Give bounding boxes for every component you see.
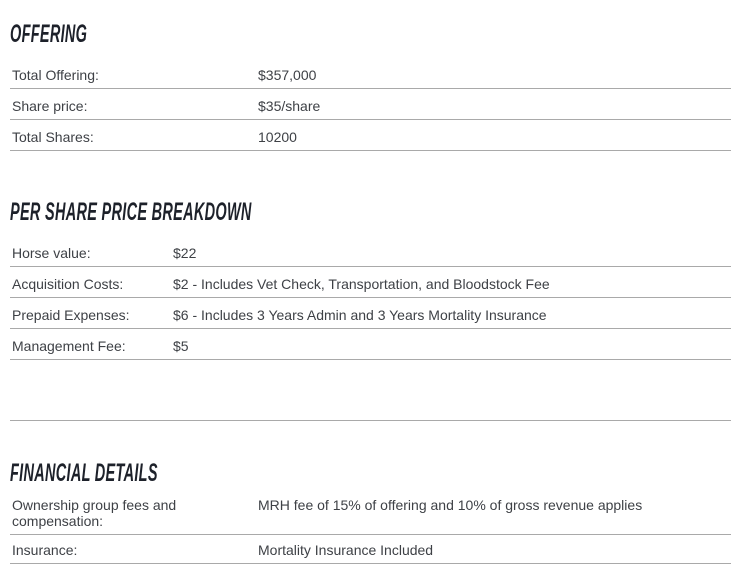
section-per-share-title-text: PER SHARE PRICE BREAKDOWN: [10, 198, 252, 226]
per-share-table: Horse value: $22 Acquisition Costs: $2 -…: [10, 236, 731, 421]
table-row: Insurance: Mortality Insurance Included: [10, 535, 731, 564]
row-value: $357,000: [258, 67, 317, 83]
section-per-share-title: PER SHARE PRICE BREAKDOWN: [10, 198, 731, 226]
row-value: $35/share: [258, 98, 321, 114]
section-financial-title: FINANCIAL DETAILS: [10, 459, 731, 487]
row-value: $2 - Includes Vet Check, Transportation,…: [173, 276, 550, 292]
table-row: Horse value: $22: [10, 236, 731, 267]
row-label: Insurance:: [12, 542, 78, 558]
row-label: Horse value:: [12, 245, 91, 261]
row-label: Share price:: [12, 98, 88, 114]
row-label: Ownership group fees and compensation:: [12, 497, 177, 529]
table-row: Prepaid Expenses: $6 - Includes 3 Years …: [10, 298, 731, 329]
table-row: Management Fee: $5: [10, 329, 731, 360]
table-row: Acquisition Costs: $2 - Includes Vet Che…: [10, 267, 731, 298]
table-row-empty: [10, 360, 731, 421]
row-value: MRH fee of 15% of offering and 10% of gr…: [258, 497, 643, 513]
offering-table: Total Offering: $357,000 Share price: $3…: [10, 58, 731, 151]
table-row: Total Shares: 10200: [10, 120, 731, 151]
section-offering-title: OFFERING: [10, 20, 731, 48]
row-value: 10200: [258, 129, 297, 145]
section-offering-title-text: OFFERING: [10, 20, 88, 48]
row-label: Management Fee:: [12, 338, 126, 354]
row-label: Prepaid Expenses:: [12, 307, 130, 323]
table-row: Ownership group fees and compensation: M…: [10, 490, 731, 535]
row-value: $5: [173, 338, 189, 354]
row-label: Acquisition Costs:: [12, 276, 124, 292]
row-label: Total Shares:: [12, 129, 94, 145]
table-row: Total Offering: $357,000: [10, 58, 731, 89]
financial-details-table: Ownership group fees and compensation: M…: [10, 490, 731, 564]
section-financial-details: FINANCIAL DETAILS Ownership group fees a…: [10, 460, 731, 564]
row-label: Total Offering:: [12, 67, 99, 83]
table-row: Share price: $35/share: [10, 89, 731, 120]
row-value: $22: [173, 245, 197, 261]
row-value: $6 - Includes 3 Years Admin and 3 Years …: [173, 307, 547, 323]
section-per-share-price-breakdown: PER SHARE PRICE BREAKDOWN Horse value: $…: [10, 199, 731, 421]
section-offering: OFFERING Total Offering: $357,000 Share …: [10, 21, 731, 151]
section-financial-title-text: FINANCIAL DETAILS: [10, 459, 158, 487]
row-value: Mortality Insurance Included: [258, 542, 434, 558]
